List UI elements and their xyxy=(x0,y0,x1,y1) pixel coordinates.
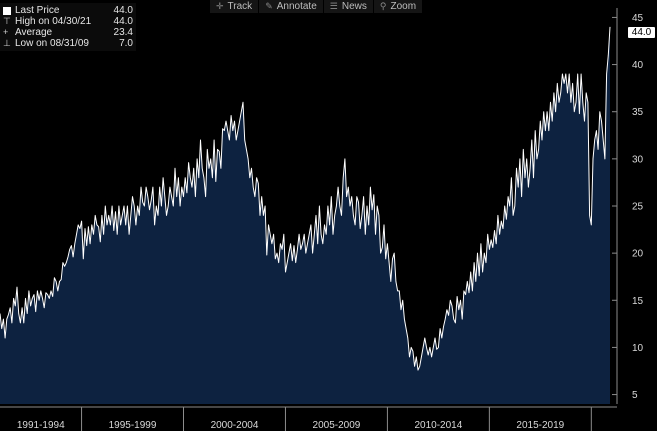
period-dividers xyxy=(81,407,592,431)
legend-row-average: + Average 23.4 xyxy=(0,27,136,38)
legend-high-value: 44.0 xyxy=(113,16,133,27)
y-axis: 5 10 15 20 25 30 35 40 45 xyxy=(612,8,644,404)
y-tick-label: 30 xyxy=(632,154,644,165)
high-marker-icon: ⊤ xyxy=(3,16,11,26)
average-marker-icon: + xyxy=(3,27,9,37)
legend-low-label: Low on 08/31/09 xyxy=(15,38,89,49)
x-tick-label: 2010-2014 xyxy=(414,420,462,431)
last-price-swatch xyxy=(3,6,11,15)
y-tick-label: 25 xyxy=(632,202,644,213)
legend-average-label: Average xyxy=(15,27,53,38)
plot-area xyxy=(0,26,611,405)
low-marker-icon: ⊥ xyxy=(3,38,11,48)
legend-average-value: 23.4 xyxy=(113,27,133,38)
legend-low-value: 7.0 xyxy=(119,38,133,49)
price-legend: Last Price 44.0 ⊤ High on 04/30/21 44.0 … xyxy=(0,3,136,51)
legend-row-high: ⊤ High on 04/30/21 44.0 xyxy=(0,16,136,27)
legend-last-label: Last Price xyxy=(15,5,60,16)
news-button[interactable]: ☰ News xyxy=(323,0,373,13)
x-tick-label: 2005-2009 xyxy=(313,420,361,431)
legend-last-value: 44.0 xyxy=(113,5,133,16)
track-button[interactable]: ✛ Track xyxy=(210,0,259,13)
pencil-icon: ✎ xyxy=(265,1,273,11)
y-tick-label: 35 xyxy=(632,107,644,118)
zoom-button[interactable]: ⚲ Zoom xyxy=(373,0,423,13)
legend-row-low: ⊥ Low on 08/31/09 7.0 xyxy=(0,38,136,49)
x-tick-label: 1995-1999 xyxy=(109,420,157,431)
news-icon: ☰ xyxy=(329,1,338,11)
legend-row-last[interactable]: Last Price 44.0 xyxy=(0,5,136,16)
y-tick-label: 40 xyxy=(632,60,644,71)
annotate-button[interactable]: ✎ Annotate xyxy=(259,0,323,13)
magnifier-icon: ⚲ xyxy=(379,1,387,11)
x-tick-label: 2000-2004 xyxy=(211,420,259,431)
x-axis: 1991-1994 1995-1999 2000-2004 2005-2009 2010… xyxy=(0,406,617,431)
last-price-badge: 44.0 xyxy=(628,27,655,38)
y-tick-label: 10 xyxy=(632,343,644,354)
y-tick-label: 5 xyxy=(632,390,638,401)
news-label: News xyxy=(341,1,367,12)
y-tick-label: 20 xyxy=(632,249,644,260)
crosshair-icon: ✛ xyxy=(216,1,224,11)
area-fill xyxy=(0,26,610,405)
y-tick-label: 15 xyxy=(632,296,644,307)
x-tick-label: 1991-1994 xyxy=(17,420,65,431)
track-label: Track xyxy=(227,1,253,12)
annotate-label: Annotate xyxy=(276,1,317,12)
y-tick-label: 45 xyxy=(632,13,644,24)
zoom-label: Zoom xyxy=(390,1,417,12)
legend-high-label: High on 04/30/21 xyxy=(15,16,92,27)
x-tick-label: 2015-2019 xyxy=(516,420,564,431)
price-line xyxy=(0,26,611,371)
chart-toolbar: ✛ Track ✎ Annotate ☰ News ⚲ Zoom xyxy=(210,0,423,13)
